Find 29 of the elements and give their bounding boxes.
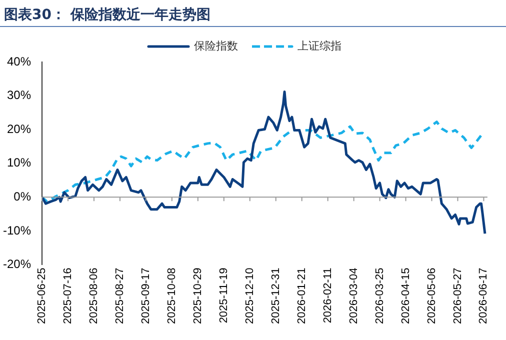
x-tick-label: 2025-08-06 [88,268,100,324]
x-tick-label: 2026-05-06 [426,268,438,324]
x-tick-label: 2026-04-15 [400,268,412,324]
x-tick-label: 2026-03-04 [348,268,360,324]
y-tick-label: -20% [3,257,32,272]
x-tick-label: 2026-01-21 [296,268,308,324]
x-tick-label: 2025-11-19 [218,268,230,324]
x-tick-label: 2026-06-17 [478,268,490,324]
legend-label: 上证综指 [298,39,342,52]
x-tick-label: 2026-03-25 [374,268,386,324]
x-tick-label: 2025-07-16 [62,268,74,324]
x-tick-label: 2025-10-08 [166,268,178,324]
y-tick-label: 40% [6,54,32,68]
y-tick-label: 10% [6,156,32,170]
chart-title: 图表30： 保险指数近一年走势图 [0,0,506,27]
x-tick-label: 2025-06-25 [36,268,48,324]
x-tick-label: 2026-02-11 [322,268,334,324]
y-tick-label: 20% [6,122,32,136]
y-tick-label: 0% [14,189,32,204]
x-tick-label: 2026-05-27 [452,268,464,324]
x-tick-label: 2025-10-29 [192,268,204,324]
x-tick-label: 2025-08-27 [114,268,126,324]
y-tick-label: -10% [3,223,32,238]
y-tick-label: 30% [6,88,32,102]
line-series [42,120,482,203]
x-tick-label: 2025-09-17 [140,268,152,324]
x-tick-label: 2025-12-10 [244,268,256,324]
legend-label: 保险指数 [194,39,238,52]
x-tick-label: 2025-12-31 [270,268,282,324]
